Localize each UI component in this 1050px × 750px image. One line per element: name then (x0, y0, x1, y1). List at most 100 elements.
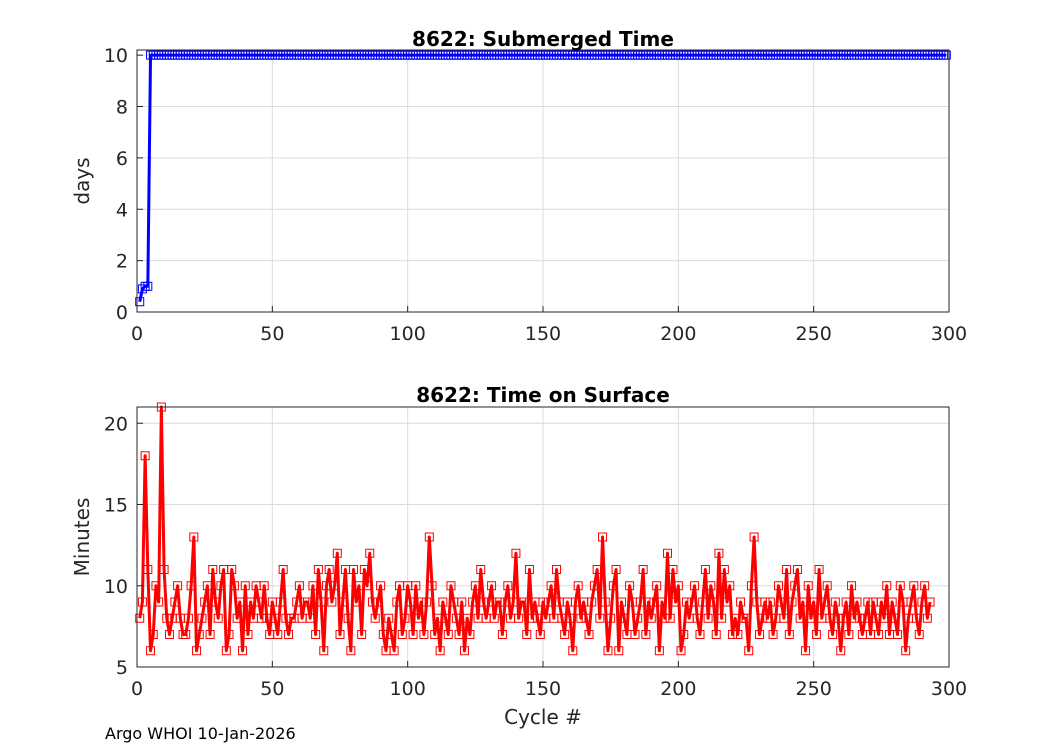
data-point-marker (186, 581, 196, 591)
data-point-marker (210, 597, 220, 607)
data-point-marker (681, 597, 691, 607)
data-point-marker (270, 613, 280, 623)
data-point-marker (238, 646, 248, 656)
data-point-marker (151, 581, 161, 591)
y-axis-label: Minutes (70, 498, 94, 577)
data-point-marker (478, 597, 488, 607)
data-point-marker (760, 597, 770, 607)
y-tick-label: 2 (116, 251, 128, 273)
data-point-marker (181, 630, 191, 639)
data-point-marker (413, 613, 423, 623)
data-point-marker (776, 597, 786, 607)
data-point-marker (901, 646, 911, 656)
submerged-time-series (135, 50, 951, 307)
data-point-marker (411, 581, 421, 591)
data-point-marker (202, 581, 212, 591)
data-point-marker (538, 597, 548, 607)
data-point-marker (543, 597, 553, 607)
data-point-marker (828, 630, 838, 639)
data-point-marker (460, 646, 470, 656)
data-point-marker (457, 597, 467, 607)
data-point-marker (830, 597, 840, 607)
data-point-marker (941, 50, 951, 60)
data-point-marker (606, 613, 616, 623)
data-point-marker (357, 630, 367, 639)
data-point-marker (887, 597, 897, 607)
x-tick-label: 0 (131, 678, 143, 700)
data-point-marker (527, 613, 537, 623)
data-point-marker (611, 565, 621, 574)
data-point-marker (787, 597, 797, 607)
data-point-marker (308, 581, 318, 591)
data-point-marker (876, 597, 886, 607)
data-point-marker (765, 597, 775, 607)
data-point-marker (362, 581, 372, 591)
data-point-marker (630, 630, 640, 639)
data-point-marker (294, 581, 304, 591)
data-point-marker (619, 613, 629, 623)
data-point-marker (692, 613, 702, 623)
data-point-marker (814, 565, 824, 574)
data-point-marker (462, 613, 472, 623)
data-point-marker (844, 630, 854, 639)
x-axis-label: Cycle # (504, 705, 582, 729)
data-point-marker (573, 581, 583, 591)
data-point-marker (497, 630, 507, 639)
data-point-marker (235, 597, 245, 607)
submerged-time-panel: 0 50 100 150 200 250 300 0 2 4 6 8 10 8622: Submerge… (70, 27, 967, 345)
data-point-marker (338, 597, 348, 607)
data-point-marker (305, 613, 315, 623)
data-point-marker (243, 630, 253, 639)
y-tick-label: 10 (104, 576, 128, 598)
data-point-marker (568, 646, 578, 656)
data-point-marker (644, 597, 654, 607)
data-point-marker (719, 565, 729, 574)
data-point-marker (438, 597, 448, 607)
x-tick-label: 250 (796, 323, 832, 345)
data-point-marker (768, 630, 778, 639)
data-point-marker (197, 613, 207, 623)
data-point-marker (893, 630, 903, 639)
x-tick-label: 150 (525, 323, 561, 345)
data-point-marker (435, 646, 445, 656)
data-point-marker (676, 646, 686, 656)
data-point-marker (535, 630, 545, 639)
x-tick-label: 100 (390, 323, 426, 345)
data-point-marker (275, 597, 285, 607)
data-point-marker (855, 613, 865, 623)
data-point-marker (470, 581, 480, 591)
data-point-marker (213, 613, 223, 623)
data-point-marker (755, 630, 765, 639)
data-point-marker (278, 565, 288, 574)
data-point-marker (671, 597, 681, 607)
y-tick-label: 0 (116, 302, 128, 324)
data-point-marker (552, 565, 562, 574)
data-point-marker (451, 613, 461, 623)
data-point-marker (914, 630, 924, 639)
data-point-marker (476, 565, 486, 574)
tick-labels: 0 50 100 150 200 250 300 5 10 15 20 (104, 413, 967, 700)
data-point-marker (838, 613, 848, 623)
data-point-marker (254, 597, 264, 607)
data-point-marker (727, 630, 737, 639)
data-point-marker (419, 630, 429, 639)
data-point-marker (240, 581, 250, 591)
x-tick-label: 100 (390, 678, 426, 700)
data-point-marker (365, 548, 375, 558)
data-point-marker (790, 581, 800, 591)
data-point-marker (446, 581, 456, 591)
data-point-marker (303, 597, 313, 607)
x-tick-label: 150 (525, 678, 561, 700)
data-point-marker (386, 630, 396, 639)
time-on-surface-panel: 0 50 100 150 200 250 300 5 10 15 20 8622: Time on … (70, 383, 967, 729)
data-point-marker (673, 581, 683, 591)
data-point-marker (465, 630, 475, 639)
data-point-marker (335, 630, 345, 639)
data-point-marker (370, 613, 380, 623)
y-tick-label: 20 (104, 413, 128, 435)
data-point-marker (232, 613, 242, 623)
data-point-marker (221, 646, 231, 656)
data-point-marker (600, 597, 610, 607)
data-point-marker (654, 646, 664, 656)
x-tick-label: 250 (796, 678, 832, 700)
